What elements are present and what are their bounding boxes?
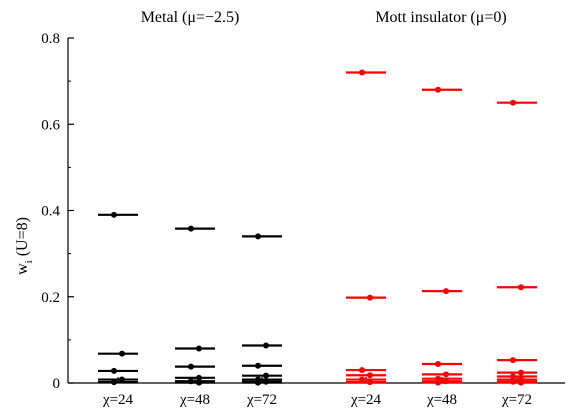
level-point — [111, 367, 117, 374]
level-point — [367, 294, 373, 301]
level-point — [435, 361, 441, 368]
level-point — [367, 372, 373, 379]
y-tick-label: 0 — [53, 376, 61, 392]
level-point — [510, 357, 516, 364]
y-tick-label: 0.4 — [41, 204, 60, 220]
level-point — [435, 86, 441, 93]
x-category-label: χ=24 — [350, 392, 382, 408]
level-point — [443, 371, 449, 378]
level-point — [255, 362, 261, 369]
level-point — [518, 369, 524, 376]
y-axis-title: wi (U=8) — [14, 217, 35, 275]
level-point — [359, 367, 365, 374]
panel-title: Mott insulator (μ=0) — [375, 9, 506, 26]
panel-title: Metal (μ=−2.5) — [141, 9, 240, 26]
level-point — [367, 379, 373, 386]
level-point — [188, 363, 194, 370]
y-axis-title-suffix: (U=8) — [14, 217, 31, 256]
y-axis-title-main: w — [14, 263, 31, 275]
x-category-label: χ=48 — [426, 392, 457, 408]
level-point — [510, 373, 516, 380]
level-point — [518, 284, 524, 291]
level-point — [263, 372, 269, 379]
y-tick-label: 0.6 — [41, 117, 60, 133]
y-axis-title-sub: i — [23, 260, 35, 263]
level-point — [359, 69, 365, 76]
level-point — [435, 379, 441, 386]
level-point — [510, 99, 516, 106]
level-point — [196, 345, 202, 352]
x-axis: χ=24 χ=48 χ=72 χ=24 χ=48 χ=72 — [68, 377, 565, 408]
level-point — [111, 379, 117, 386]
x-category-label: χ=48 — [179, 392, 210, 408]
y-axis: 0 0.2 0.4 0.6 0.8 — [41, 31, 74, 392]
y-tick-label: 0.2 — [41, 290, 60, 306]
level-point — [119, 350, 125, 357]
level-point — [255, 379, 261, 386]
level-point — [443, 288, 449, 295]
level-point — [188, 225, 194, 232]
level-point — [518, 379, 524, 386]
level-point — [196, 379, 202, 386]
x-category-label: χ=24 — [102, 392, 134, 408]
level-point — [263, 342, 269, 349]
level-point — [255, 233, 261, 240]
y-tick-label: 0.8 — [41, 31, 60, 47]
x-category-label: χ=72 — [501, 392, 532, 408]
level-point — [196, 374, 202, 381]
level-point — [111, 211, 117, 218]
x-category-label: χ=72 — [246, 392, 277, 408]
